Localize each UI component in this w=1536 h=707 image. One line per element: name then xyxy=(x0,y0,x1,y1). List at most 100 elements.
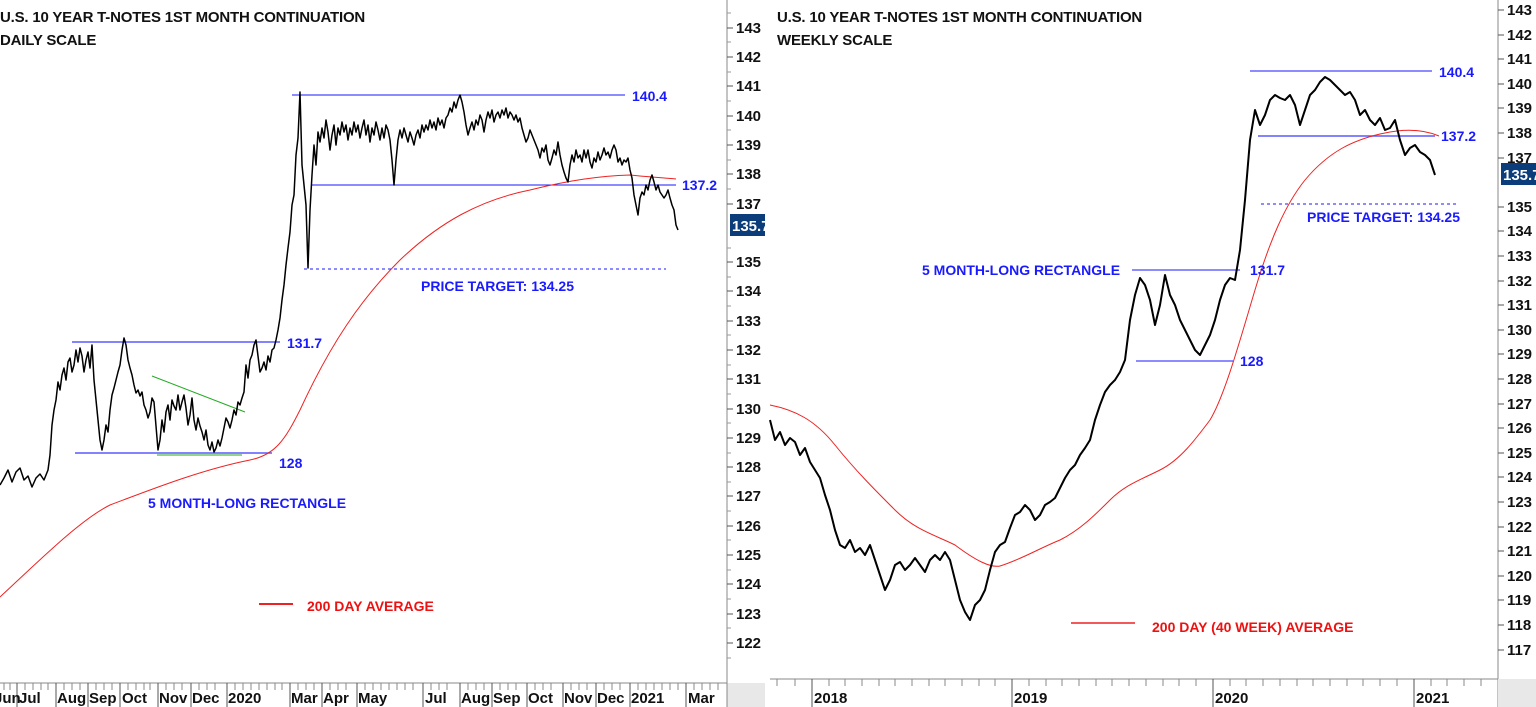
y-tick-label: 122 xyxy=(736,635,761,652)
x-minor-ticks xyxy=(776,679,1482,686)
x-tick-label: Jun xyxy=(0,690,21,707)
y-tick-label: 120 xyxy=(1507,568,1532,585)
y-tick-label: 133 xyxy=(736,313,761,330)
x-tick-label: 2019 xyxy=(1014,690,1047,707)
x-tick-label: 2020 xyxy=(1215,690,1248,707)
daily-chart-svg: 143 142 141 140 139 138 137 135 134 133 … xyxy=(0,0,765,707)
y-tick-label: 139 xyxy=(736,137,761,154)
x-tick-label: 2021 xyxy=(631,690,664,707)
weekly-chart-svg: 143 142 141 140 139 138 137 135 134 133 … xyxy=(769,0,1536,707)
last-price-value: 135.7 xyxy=(732,218,765,235)
title-line-1: U.S. 10 YEAR T-NOTES 1ST MONTH CONTINUAT… xyxy=(777,9,1143,26)
x-tick-label: Oct xyxy=(528,690,553,707)
x-tick-label: 2018 xyxy=(814,690,847,707)
y-tick-label: 138 xyxy=(1507,125,1532,142)
y-tick-label: 132 xyxy=(736,342,761,359)
x-tick-label: Jul xyxy=(19,690,41,707)
y-tick-label: 126 xyxy=(736,518,761,535)
x-tick-marks xyxy=(16,683,687,707)
label-131-7: 131.7 xyxy=(287,335,322,351)
x-minor-ticks xyxy=(3,683,719,690)
title-line-2: DAILY SCALE xyxy=(0,32,97,49)
last-price-tag xyxy=(1501,163,1536,185)
y-tick-label: 125 xyxy=(1507,445,1532,462)
x-tick-label: 2021 xyxy=(1416,690,1449,707)
axis-corner xyxy=(1498,679,1536,707)
y-tick-label: 139 xyxy=(1507,100,1532,117)
label-140-4: 140.4 xyxy=(632,88,667,104)
label-131-7: 131.7 xyxy=(1250,262,1285,278)
moving-average-200-line xyxy=(0,174,677,598)
x-tick-label: Jul xyxy=(425,690,447,707)
y-tick-label: 137 xyxy=(1507,150,1532,167)
x-tick-marks xyxy=(811,679,1415,707)
y-tick-marks xyxy=(1498,9,1504,651)
y-tick-label: 131 xyxy=(1507,297,1532,314)
last-price-tag xyxy=(730,214,765,236)
y-tick-label: 124 xyxy=(1507,469,1533,486)
label-rectangle: 5 MONTH-LONG RECTANGLE xyxy=(922,262,1120,278)
y-tick-label: 138 xyxy=(736,166,761,183)
moving-average-40w-line xyxy=(769,129,1440,567)
y-tick-label: 143 xyxy=(1507,2,1532,19)
x-tick-label: Mar xyxy=(291,690,318,707)
title-line-2: WEEKLY SCALE xyxy=(777,32,893,49)
y-tick-label: 130 xyxy=(736,401,761,418)
weekly-price-line xyxy=(769,76,1436,621)
y-tick-label: 129 xyxy=(1507,346,1532,363)
y-tick-label: 126 xyxy=(1507,420,1532,437)
y-axis-labels: 143 142 141 140 139 138 137 135 134 133 … xyxy=(736,20,762,652)
x-tick-label: Dec xyxy=(597,690,625,707)
y-minor-ticks xyxy=(727,12,731,659)
x-axis-labels: 2018 2019 2020 2021 xyxy=(814,690,1449,707)
label-128: 128 xyxy=(1240,353,1264,369)
y-tick-label: 143 xyxy=(736,20,761,37)
y-tick-label: 129 xyxy=(736,430,761,447)
label-price-target: PRICE TARGET: 134.25 xyxy=(1307,209,1460,225)
green-trendline xyxy=(151,375,246,413)
y-tick-label: 133 xyxy=(1507,248,1532,265)
y-tick-label: 127 xyxy=(1507,396,1532,413)
daily-chart-title: U.S. 10 YEAR T-NOTES 1ST MONTH CONTINUAT… xyxy=(0,6,365,52)
y-tick-label: 128 xyxy=(1507,371,1532,388)
y-tick-label: 118 xyxy=(1507,617,1531,634)
daily-chart-panel: 143 142 141 140 139 138 137 135 134 133 … xyxy=(0,0,765,707)
x-tick-label: Nov xyxy=(564,690,593,707)
y-tick-label: 128 xyxy=(736,459,761,476)
x-tick-label: Aug xyxy=(461,690,490,707)
title-line-1: U.S. 10 YEAR T-NOTES 1ST MONTH CONTINUAT… xyxy=(0,9,366,26)
label-137-2: 137.2 xyxy=(682,177,717,193)
y-tick-label: 124 xyxy=(736,576,762,593)
y-tick-label: 134 xyxy=(736,283,762,300)
x-tick-label: May xyxy=(358,690,388,707)
y-tick-label: 141 xyxy=(736,78,761,95)
y-tick-label: 140 xyxy=(1507,76,1532,93)
y-tick-label: 142 xyxy=(736,49,761,66)
label-rectangle: 5 MONTH-LONG RECTANGLE xyxy=(148,495,346,511)
y-tick-label: 135 xyxy=(1507,199,1532,216)
y-tick-label: 117 xyxy=(1507,642,1531,659)
x-tick-label: 2020 xyxy=(228,690,261,707)
label-price-target: PRICE TARGET: 134.25 xyxy=(421,278,574,294)
label-128: 128 xyxy=(279,455,303,471)
label-137-2: 137.2 xyxy=(1441,128,1476,144)
y-tick-label: 130 xyxy=(1507,322,1532,339)
weekly-chart-title: U.S. 10 YEAR T-NOTES 1ST MONTH CONTINUAT… xyxy=(777,6,1142,52)
x-tick-label: Sep xyxy=(493,690,521,707)
x-tick-label: Mar xyxy=(688,690,715,707)
y-tick-label: 123 xyxy=(736,606,761,623)
weekly-chart-panel: 143 142 141 140 139 138 137 135 134 133 … xyxy=(765,0,1536,707)
last-price-value: 135.7 xyxy=(1503,167,1536,184)
x-axis-labels: Jun Jul Aug Sep Oct Nov Dec 2020 Mar Apr… xyxy=(0,690,715,707)
y-tick-label: 122 xyxy=(1507,519,1532,536)
axis-corner xyxy=(727,683,765,707)
x-tick-label: Apr xyxy=(323,690,349,707)
y-tick-label: 121 xyxy=(1507,543,1532,560)
x-tick-label: Nov xyxy=(159,690,188,707)
y-tick-label: 119 xyxy=(1507,592,1531,609)
x-tick-label: Dec xyxy=(192,690,220,707)
y-tick-label: 123 xyxy=(1507,494,1532,511)
y-tick-label: 134 xyxy=(1507,223,1533,240)
y-tick-label: 127 xyxy=(736,488,761,505)
y-tick-label: 131 xyxy=(736,371,761,388)
